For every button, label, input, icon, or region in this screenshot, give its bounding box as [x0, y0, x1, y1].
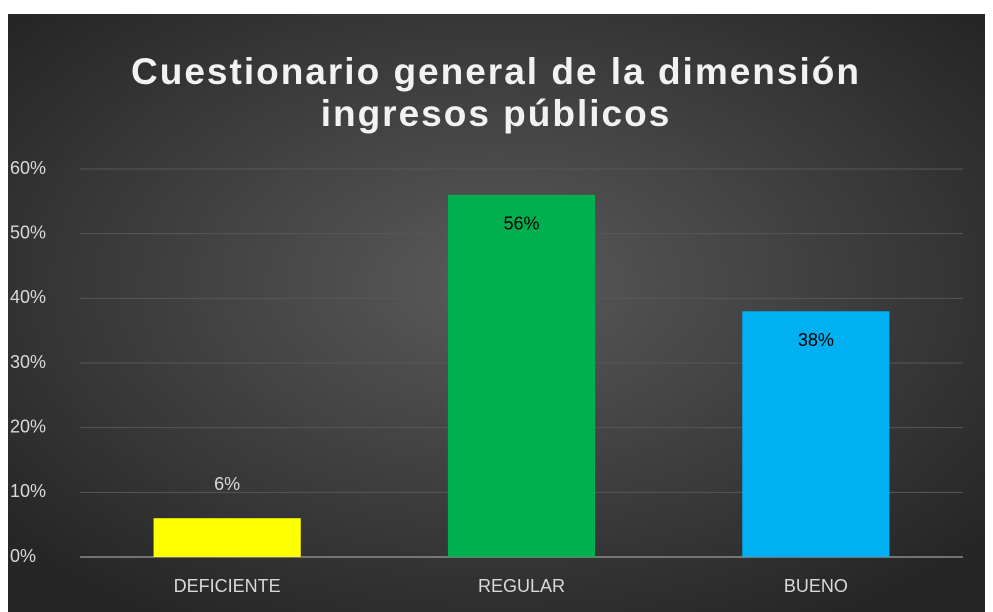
bar — [447, 194, 596, 557]
chart-title: ingresos públicos — [321, 93, 672, 134]
y-tick-label: 20% — [10, 416, 46, 436]
y-tick-label: 10% — [10, 481, 46, 501]
y-tick-label: 50% — [10, 222, 46, 242]
chart-title: Cuestionario general de la dimensión — [131, 51, 861, 92]
data-label: 38% — [798, 330, 834, 350]
y-tick-label: 60% — [10, 158, 46, 178]
y-tick-label: 0% — [10, 546, 36, 566]
bar — [153, 518, 301, 557]
x-tick-label: DEFICIENTE — [174, 576, 281, 596]
y-tick-label: 30% — [10, 352, 46, 372]
data-label: 56% — [503, 214, 539, 234]
x-tick-label: REGULAR — [478, 576, 565, 596]
x-tick-label: BUENO — [784, 576, 848, 596]
data-label: 6% — [214, 474, 240, 494]
y-tick-label: 40% — [10, 287, 46, 307]
bar — [742, 311, 890, 557]
